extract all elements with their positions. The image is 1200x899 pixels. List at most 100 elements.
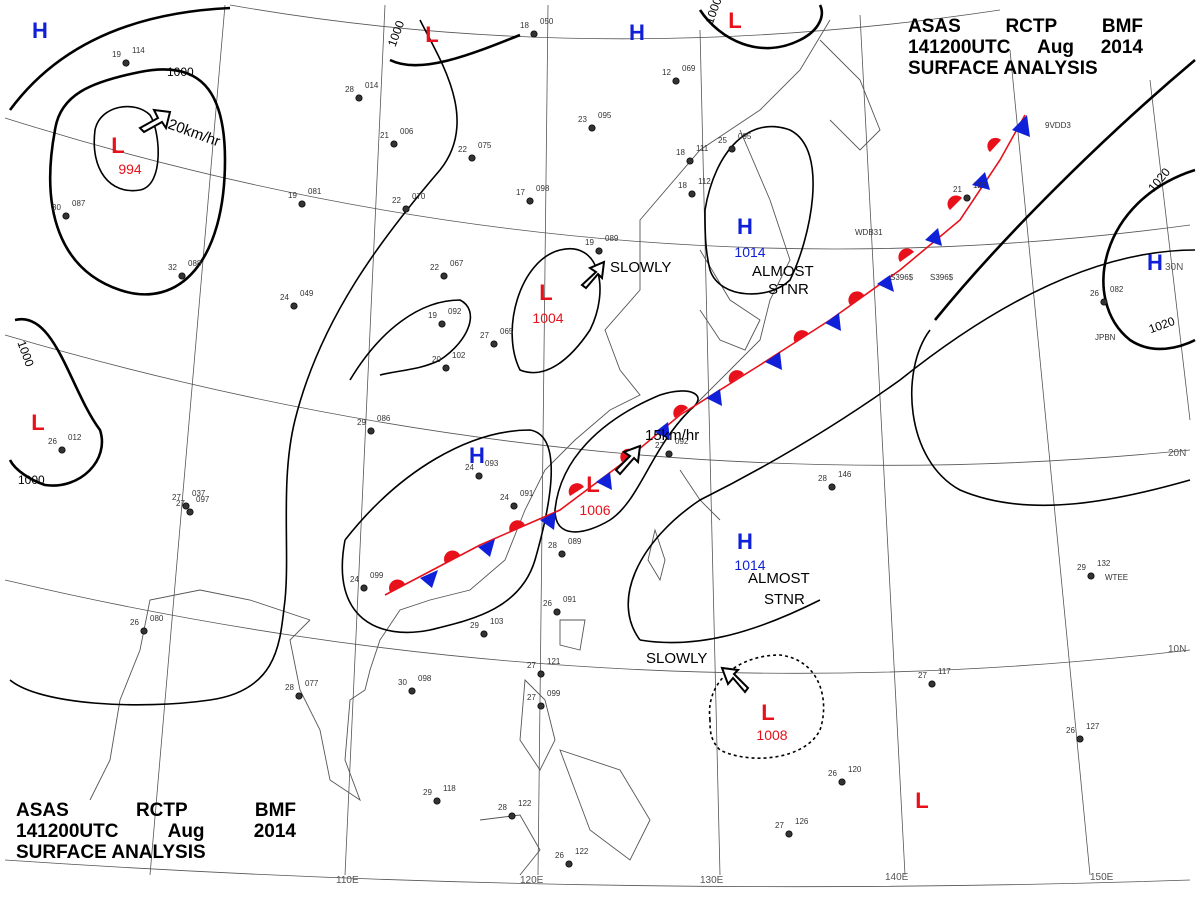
station-temperature: 18 [678, 181, 687, 190]
station-temperature: 22 [392, 196, 401, 205]
meridian-130e [699, 29, 721, 876]
station-pressure: 087 [72, 199, 86, 208]
station-plot: 26 122 [555, 847, 589, 868]
isobar-label: 1000 [167, 65, 194, 79]
station-plot: 22 070 [392, 192, 426, 213]
station-circle [928, 680, 936, 688]
station-circle [1100, 298, 1108, 306]
header-product: BMF [254, 800, 296, 821]
status-labels: ALMOST STNR ALMOST STNR [748, 263, 814, 608]
isobar-central-loop [349, 299, 472, 381]
station-plot: 27 097 [176, 495, 210, 516]
meridian-100e [149, 4, 226, 876]
header-analysis: SURFACE ANALYSIS [16, 842, 206, 863]
station-temperature: 24 [350, 575, 359, 584]
station-circle [390, 140, 398, 148]
station-circle [838, 778, 846, 786]
header-source: ASAS [908, 16, 961, 37]
central-pressure-value: 994 [118, 161, 142, 177]
front-warm-semicircles [389, 137, 1001, 592]
status-stnr-1: STNR [768, 281, 809, 298]
station-pressure: 118 [443, 784, 456, 793]
station-temperature: 27 [172, 493, 181, 502]
station-pressure: 014 [365, 81, 379, 90]
lon-label: 130E [700, 875, 724, 886]
station-temperature: 19 [112, 50, 121, 59]
motion-label-20kmhr: 20km/hr [166, 116, 223, 151]
station-pressure: 065 [500, 327, 514, 336]
station-circle [526, 197, 534, 205]
station-temperature: 21 [953, 185, 962, 194]
station-temperature: 26 [130, 618, 139, 627]
station-circle [686, 157, 694, 165]
station-pressure: 097 [196, 495, 210, 504]
station-temperature: 27 [918, 671, 927, 680]
station-circle [58, 446, 66, 454]
isobar-southeast-h2 [639, 599, 821, 644]
station-temperature: 27 [775, 821, 784, 830]
station-plot: 24 049 [280, 289, 314, 310]
station-plot: 22 067 [430, 259, 464, 280]
low-pressure-center: L [539, 280, 552, 305]
station-temperature: 17 [516, 188, 525, 197]
header-source: ASAS [16, 800, 69, 821]
ship-code: 9VDD3 [1045, 121, 1071, 130]
station-pressure: 091 [563, 595, 577, 604]
station-temperature: 26 [1090, 289, 1099, 298]
station-plot: 23 095 [578, 111, 612, 132]
station-plot: 27 126 [775, 817, 809, 838]
station-circle [408, 687, 416, 695]
motion-arrow-1 [138, 108, 172, 134]
station-plot: 30 087 [52, 199, 86, 220]
header-year: 2014 [1100, 37, 1143, 58]
central-pressure-value: 1008 [756, 727, 787, 743]
low-pressure-center: L [728, 8, 741, 33]
station-pressure: 049 [300, 289, 314, 298]
coast-luzon [519, 678, 556, 771]
station-plot: 26 080 [130, 614, 164, 635]
high-pressure-center: H [737, 529, 753, 554]
station-pressure: 095 [598, 111, 612, 120]
station-plot: 28 122 [498, 799, 532, 820]
station-temperature: 27 [176, 499, 185, 508]
header-month: Aug [1037, 37, 1075, 58]
header-product: BMF [1101, 16, 1143, 37]
isobar-upper-mid [389, 33, 521, 67]
station-plot: 21 006 [380, 127, 414, 148]
central-pressure-value: 1004 [532, 310, 563, 326]
station-plot: 29 132 [1077, 559, 1111, 580]
station-plot: 12 069 [662, 64, 696, 85]
station-circle [1087, 572, 1095, 580]
station-temperature: 29 [470, 621, 479, 630]
station-pressure: 077 [305, 679, 319, 688]
station-pressure: 091 [520, 489, 534, 498]
station-plot: 27 121 [527, 657, 561, 678]
station-circle [785, 830, 793, 838]
station-pressure: 120 [848, 765, 862, 774]
station-circle [728, 145, 736, 153]
station-circle [688, 190, 696, 198]
isobar-inland-1000 [9, 19, 458, 706]
motion-arrow-2 [580, 260, 606, 290]
station-circle [537, 670, 545, 678]
central-pressure-value: 1014 [734, 244, 765, 260]
station-circle [490, 340, 498, 348]
station-plot: 27 092 [655, 437, 689, 458]
station-plot: 26 012 [48, 433, 82, 454]
isobar-label: 1000 [702, 0, 724, 26]
coast-japan [679, 129, 791, 421]
station-pressure: 146 [838, 470, 852, 479]
station-pressure: 012 [68, 433, 82, 442]
low-pressure-center: L [915, 788, 928, 813]
isobar-1008-dotted [708, 654, 825, 759]
station-temperature: 20 [432, 355, 441, 364]
station-circle [433, 797, 441, 805]
station-pressure: 070 [412, 192, 426, 201]
lat-label: 10N [1168, 644, 1186, 655]
station-circle [665, 450, 673, 458]
station-pressure: 069 [682, 64, 696, 73]
header-analysis: SURFACE ANALYSIS [908, 58, 1098, 79]
isobar-southeast-h [627, 249, 1196, 641]
high-pressure-center: H [629, 20, 645, 45]
